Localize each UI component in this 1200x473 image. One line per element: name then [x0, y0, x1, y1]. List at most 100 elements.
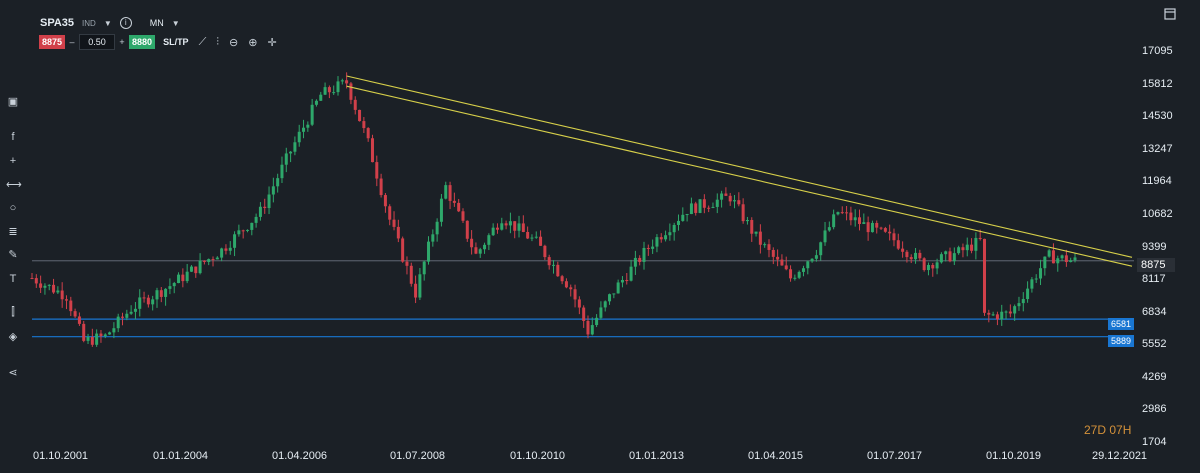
quantity-minus-button[interactable]: – — [69, 37, 75, 47]
quantity-plus-button[interactable]: + — [119, 37, 125, 47]
instrument-header: SPA35 IND ▼ i MN ▼ — [40, 14, 180, 32]
candle-body — [892, 233, 896, 241]
candle-body — [474, 247, 478, 254]
indicator-icon[interactable]: ⫿ — [11, 306, 15, 318]
candle-body — [233, 234, 237, 248]
candle-body — [487, 235, 491, 245]
quantity-input[interactable]: 0.50 — [79, 34, 116, 50]
candle-body — [478, 249, 482, 254]
symbol-label[interactable]: SPA35 — [40, 17, 75, 29]
candle-body — [155, 290, 159, 300]
candle-body — [905, 251, 909, 258]
maximize-icon[interactable] — [1164, 8, 1176, 20]
timeframe-select[interactable]: MN — [149, 18, 164, 28]
candle-body — [86, 337, 90, 341]
candle-body — [258, 206, 262, 217]
candle-body — [608, 294, 612, 302]
candle-body — [1008, 311, 1012, 314]
candle-body — [396, 226, 400, 239]
candle-body — [1047, 250, 1051, 257]
candle-body — [405, 261, 409, 266]
candle-body — [901, 248, 905, 252]
candle-body — [52, 284, 56, 293]
candle-body — [582, 307, 586, 321]
info-icon[interactable]: i — [119, 17, 132, 29]
candle-body — [784, 265, 788, 270]
candle-body — [733, 200, 737, 202]
candle-body — [776, 256, 780, 260]
candle-body — [681, 214, 685, 221]
candle-body — [345, 80, 349, 84]
candle-body — [418, 274, 422, 298]
crosshair-icon[interactable]: ✛ — [267, 36, 277, 49]
candle-body — [517, 223, 521, 231]
candle-body — [495, 227, 499, 230]
candle-body — [853, 217, 857, 221]
candle-body — [633, 257, 637, 267]
segment-icon[interactable]: ⟷ — [6, 179, 22, 191]
y-tick-label: 10682 — [1142, 207, 1173, 220]
rectangle-icon[interactable]: ▣ — [7, 96, 19, 108]
candle-body — [858, 217, 862, 224]
candle-body — [530, 237, 534, 239]
text-icon[interactable]: T — [9, 273, 17, 285]
candle-body — [444, 185, 448, 199]
candle-body — [845, 212, 849, 214]
circle-icon[interactable]: ○ — [9, 202, 17, 214]
share-icon[interactable]: ⋖ — [8, 367, 18, 379]
candle-body — [198, 260, 202, 274]
chevron-down-icon[interactable]: ▼ — [103, 18, 112, 28]
x-tick-label: 01.04.2006 — [272, 450, 328, 462]
line-chart-icon[interactable]: ⟋ — [198, 35, 207, 48]
candle-body — [224, 248, 228, 251]
candle-body — [340, 80, 344, 82]
candle-body — [427, 241, 431, 262]
y-tick-label: 13247 — [1142, 142, 1173, 155]
candle-body — [189, 266, 193, 272]
zoom-in-icon[interactable]: ⊕ — [248, 36, 258, 49]
candle-body — [789, 269, 793, 279]
candle-body — [922, 258, 926, 271]
candle-body — [263, 206, 267, 209]
candle-body — [552, 264, 555, 266]
candle-body — [422, 261, 426, 275]
candle-body — [935, 262, 939, 269]
function-icon[interactable]: f — [11, 131, 15, 143]
candle-body — [121, 316, 125, 318]
sell-button[interactable]: 8875 — [39, 35, 66, 49]
support-tag-5889: 5889 — [1108, 335, 1134, 347]
plus-icon[interactable]: + — [9, 155, 17, 167]
candle-body — [1030, 279, 1034, 289]
candle-body — [448, 185, 452, 201]
candle-body — [931, 264, 935, 269]
candle-body — [327, 87, 331, 93]
candle-body — [694, 203, 698, 213]
sltp-button[interactable]: SL/TP — [163, 37, 189, 47]
candle-body — [306, 124, 310, 128]
y-tick-label: 1704 — [1142, 436, 1167, 448]
candle-body — [250, 222, 254, 230]
candles-icon[interactable]: ⫶ — [216, 35, 220, 48]
candle-body — [711, 206, 715, 208]
timeframe-chevron-down-icon[interactable]: ▼ — [171, 18, 180, 28]
layers-icon[interactable]: ◈ — [8, 331, 18, 343]
candle-body — [73, 311, 77, 317]
pen-icon[interactable]: ✎ — [8, 249, 18, 261]
candle-body — [560, 276, 564, 282]
candle-body — [1034, 278, 1038, 280]
candle-body — [646, 247, 650, 249]
candle-body — [556, 264, 560, 277]
candle-body — [586, 320, 590, 335]
zoom-out-icon[interactable]: ⊖ — [229, 36, 239, 49]
candle-body — [1043, 256, 1047, 269]
candle-body — [767, 244, 771, 250]
buy-button[interactable]: 8880 — [129, 35, 156, 49]
fibonacci-icon[interactable]: ≣ — [8, 226, 18, 238]
candle-body — [987, 312, 991, 315]
candle-body — [836, 212, 840, 215]
candle-body — [840, 212, 844, 214]
candle-body — [974, 237, 978, 251]
candle-body — [69, 300, 73, 312]
candle-body — [689, 203, 693, 215]
